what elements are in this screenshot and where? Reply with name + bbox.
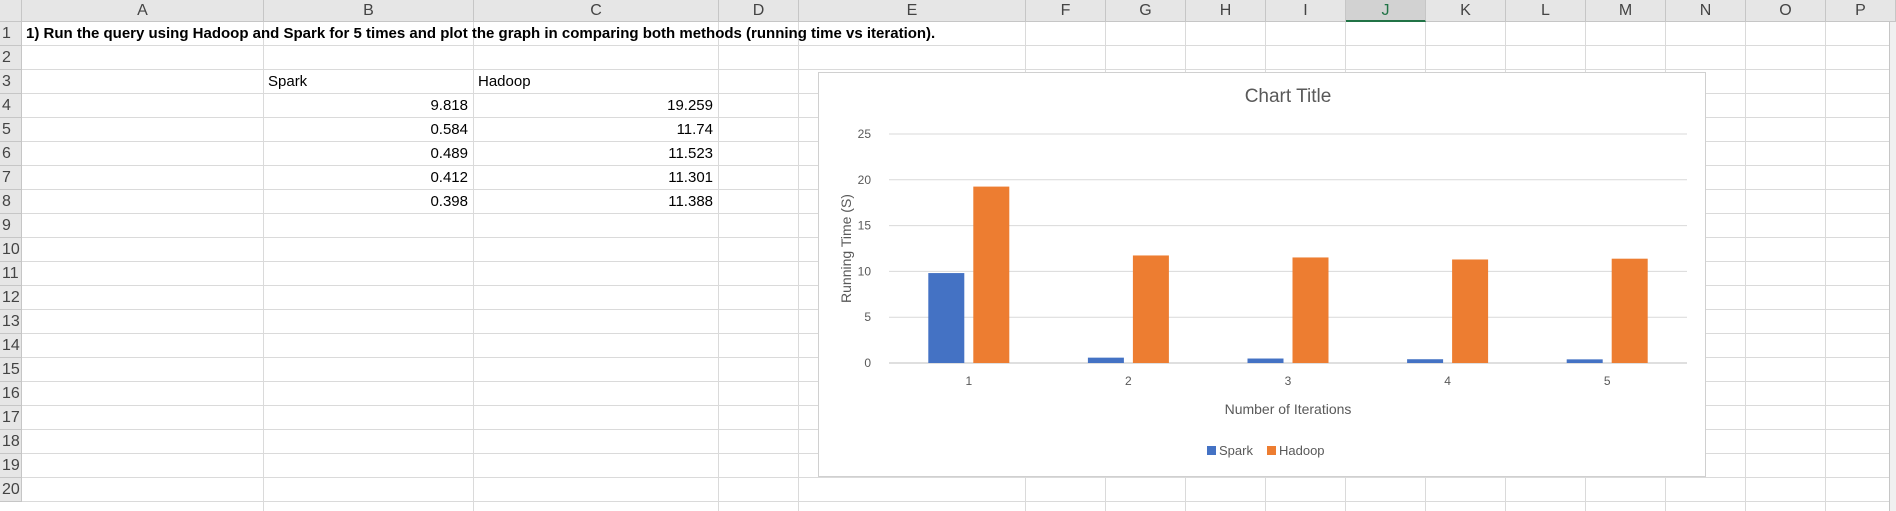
x-tick-label: 1 [965,374,972,388]
bar-spark-2 [1087,357,1124,363]
column-header-j[interactable]: J [1346,0,1426,22]
bar-hadoop-2 [1132,255,1169,363]
cell-b8[interactable]: 0.398 [430,193,468,210]
row-header-17[interactable]: 17 [0,406,22,430]
vertical-scrollbar[interactable] [1889,22,1896,511]
legend-swatch-hadoop [1267,446,1276,455]
row-gridline [22,477,1896,478]
x-tick-label: 5 [1604,374,1611,388]
cell-c6[interactable]: 11.523 [668,145,713,162]
cell-c4[interactable]: 19.259 [667,97,713,114]
x-tick-label: 4 [1444,374,1451,388]
column-header-h[interactable]: H [1186,0,1266,22]
row-gridline [22,45,1896,46]
bar-spark-4 [1407,359,1444,363]
x-tick-label: 3 [1285,374,1292,388]
column-gridline [263,22,264,511]
cell-c8[interactable]: 11.388 [668,193,713,210]
column-header-b[interactable]: B [264,0,474,22]
chart-canvas: Chart Title 0 5 10 15 20 25 Running Time (S) 1 2 3… [838,86,1687,458]
row-header-5[interactable]: 5 [0,118,22,142]
row-gridline [22,69,1896,70]
column-header-a[interactable]: A [22,0,264,22]
legend-label-spark: Spark [1219,443,1253,458]
y-tick-label: 0 [864,356,871,370]
row-header-6[interactable]: 6 [0,142,22,166]
column-header-n[interactable]: N [1666,0,1746,22]
row-header-3[interactable]: 3 [0,70,22,94]
column-header-m[interactable]: M [1586,0,1666,22]
bar-spark-5 [1566,359,1603,363]
y-tick-label: 5 [864,310,871,324]
row-header-7[interactable]: 7 [0,166,22,190]
row-header-16[interactable]: 16 [0,382,22,406]
row-header-11[interactable]: 11 [0,262,22,286]
row-header-2[interactable]: 2 [0,46,22,70]
row-header-1[interactable]: 1 [0,22,22,46]
column-header-l[interactable]: L [1506,0,1586,22]
column-gridline [1745,22,1746,511]
row-header-12[interactable]: 12 [0,286,22,310]
cell-c3-hadoop-header[interactable]: Hadoop [478,73,531,90]
y-axis-label: Running Time (S) [838,194,854,303]
row-gridline [22,501,1896,502]
column-header-f[interactable]: F [1026,0,1106,22]
y-tick-label: 20 [858,173,872,187]
column-gridline [1825,22,1826,511]
row-header-18[interactable]: 18 [0,430,22,454]
row-header-20[interactable]: 20 [0,478,22,502]
column-header-o[interactable]: O [1746,0,1826,22]
row-header-4[interactable]: 4 [0,94,22,118]
bar-hadoop-3 [1292,257,1329,363]
bar-spark-3 [1247,358,1284,363]
row-header-10[interactable]: 10 [0,238,22,262]
bar-hadoop-5 [1611,258,1648,363]
column-header-p[interactable]: P [1826,0,1896,22]
chart-title: Chart Title [1245,86,1332,107]
column-header-d[interactable]: D [719,0,799,22]
x-tick-label: 2 [1125,374,1132,388]
row-header-9[interactable]: 9 [0,214,22,238]
select-all-corner[interactable] [0,0,22,22]
row-header-13[interactable]: 13 [0,310,22,334]
bar-spark-1 [928,273,965,363]
y-tick-label: 25 [858,127,872,141]
cell-b7[interactable]: 0.412 [430,169,468,186]
bar-hadoop-4 [1452,259,1489,363]
cell-b4[interactable]: 9.818 [430,97,468,114]
y-tick-label: 10 [858,264,872,278]
cell-b5[interactable]: 0.584 [430,121,468,138]
column-gridline [473,22,474,511]
cell-b3-spark-header[interactable]: Spark [268,73,308,90]
cell-c5[interactable]: 11.74 [676,121,713,138]
x-axis-label: Number of Iterations [1225,401,1352,417]
row-header-14[interactable]: 14 [0,334,22,358]
embedded-chart[interactable]: Chart Title 0 5 10 15 20 25 Running Time (S) 1 2 3… [818,72,1706,477]
column-header-e[interactable]: E [799,0,1026,22]
column-gridline [718,22,719,511]
cell-b6[interactable]: 0.489 [430,145,468,162]
legend-swatch-spark [1207,446,1216,455]
row-header-8[interactable]: 8 [0,190,22,214]
legend-label-hadoop: Hadoop [1279,443,1325,458]
cell-c7[interactable]: 11.301 [668,169,713,186]
column-header-i[interactable]: I [1266,0,1346,22]
cell-a1-task-description[interactable]: 1) Run the query using Hadoop and Spark … [26,25,936,42]
row-header-15[interactable]: 15 [0,358,22,382]
column-header-k[interactable]: K [1426,0,1506,22]
row-header-19[interactable]: 19 [0,454,22,478]
column-gridline [798,22,799,511]
bar-hadoop-1 [973,186,1010,363]
column-header-g[interactable]: G [1106,0,1186,22]
y-tick-label: 15 [858,219,872,233]
column-header-c[interactable]: C [474,0,719,22]
